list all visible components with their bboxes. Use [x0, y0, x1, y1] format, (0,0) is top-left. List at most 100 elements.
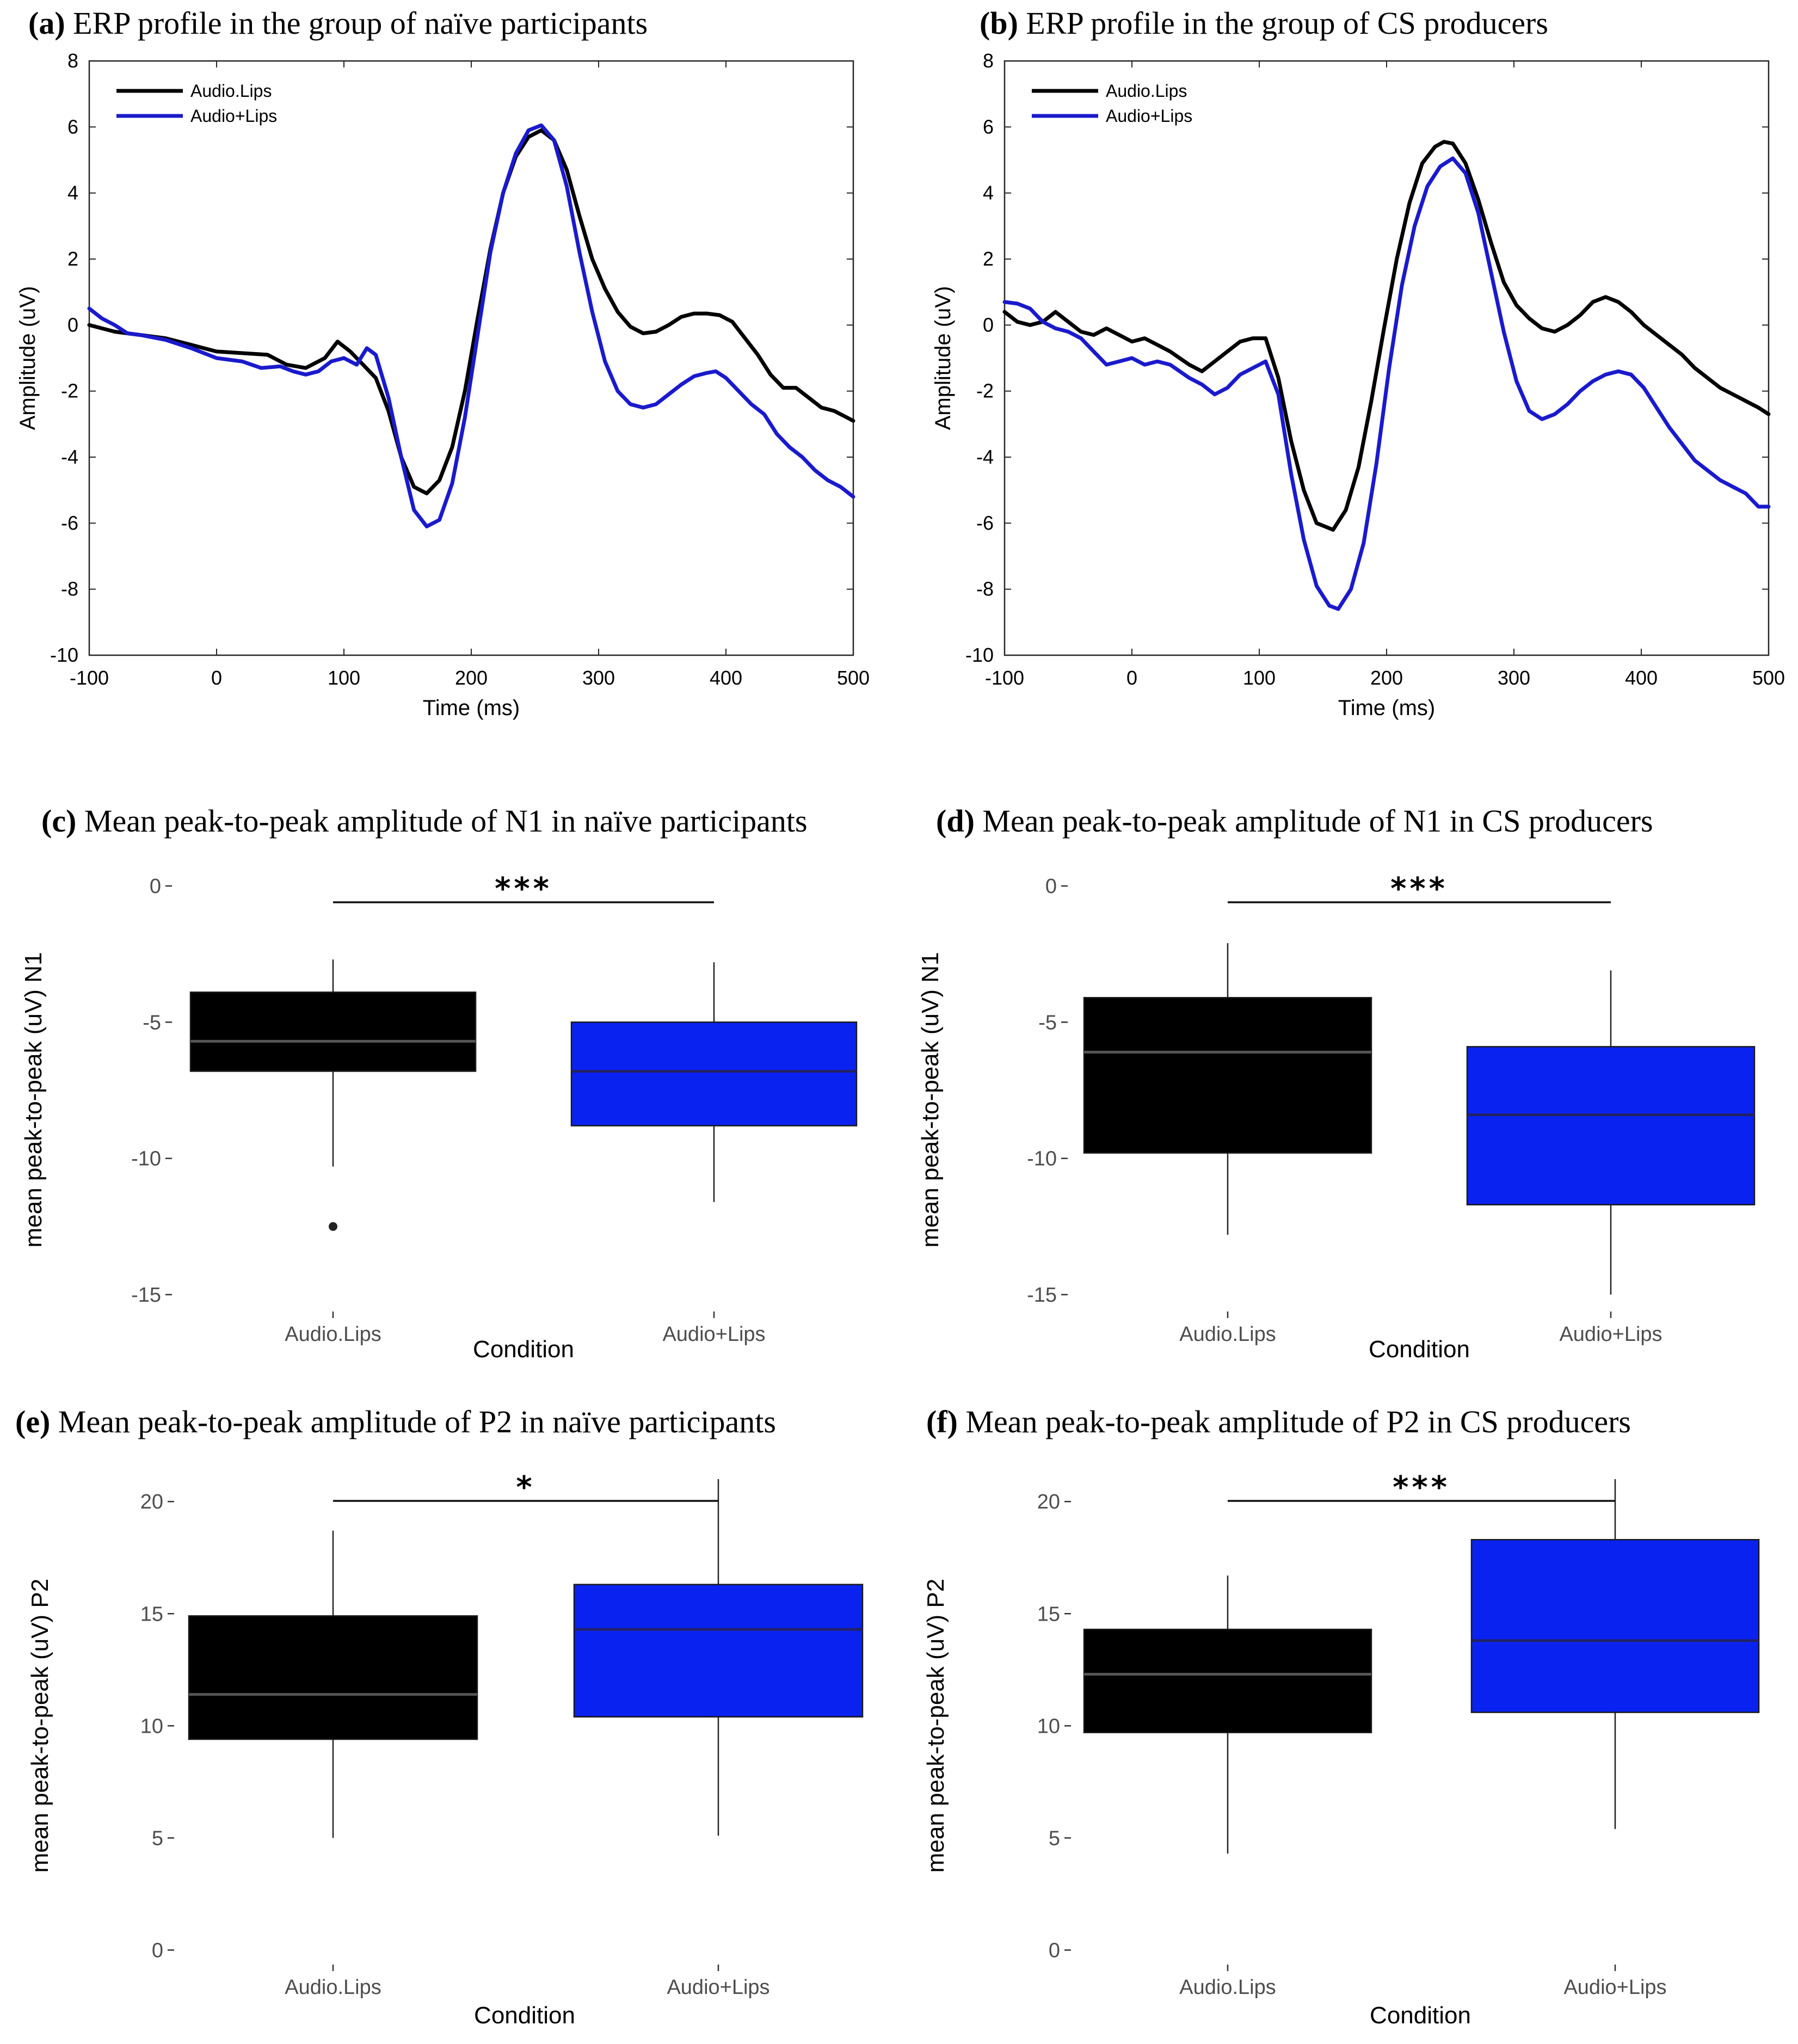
y-tick-label: -10	[1027, 1148, 1057, 1171]
x-axis-label: Condition	[473, 1336, 574, 1363]
x-tick-label: 300	[1498, 667, 1530, 689]
chart-title-b: (b) ERP profile in the group of CS produ…	[980, 5, 1548, 41]
y-tick-label: 2	[67, 248, 78, 270]
y-tick-label: 0	[150, 875, 161, 898]
x-tick-label: -100	[70, 667, 109, 689]
panel-label-c: (c)	[41, 803, 76, 839]
panel-title-text-a: ERP profile in the group of naïve partic…	[65, 5, 648, 41]
box-chart-e: 0 5 10 15 20 mean peak-to-peak (uV) P2 Audio.L…	[27, 1470, 864, 2029]
y-tick-label: -8	[61, 578, 78, 600]
y-tick-label: 0	[152, 1939, 163, 1962]
y-tick-label: 0	[1049, 1939, 1060, 1962]
x-tick-label: 400	[1625, 667, 1658, 689]
panel-title-text-b: ERP profile in the group of CS producers	[1018, 5, 1548, 41]
box-Audio+Lips	[573, 1584, 864, 1718]
y-tick-label: 10	[140, 1715, 163, 1738]
significance-stars: ***	[1393, 1470, 1450, 1505]
panel-title-text-e: Mean peak-to-peak amplitude of P2 in naï…	[50, 1404, 776, 1439]
y-tick-label: -4	[976, 446, 994, 468]
y-tick-label: -5	[143, 1011, 161, 1034]
x-tick-label: 0	[1126, 667, 1137, 689]
x-tick-label: 0	[211, 667, 222, 689]
box-Audio+Lips	[1470, 1539, 1760, 1713]
y-tick-label: 6	[67, 115, 78, 138]
x-tick-label: Audio+Lips	[1563, 1976, 1666, 1999]
x-tick-label: Audio.Lips	[285, 1976, 381, 1999]
y-axis-label: mean peak-to-peak (uV) N1	[917, 952, 944, 1248]
x-axis-label: Condition	[1369, 1336, 1470, 1363]
x-axis-label: Time (ms)	[423, 696, 520, 720]
legend-entry: Audio.Lips	[190, 81, 272, 101]
panel-label-d: (d)	[936, 803, 975, 839]
y-tick-label: 10	[1037, 1715, 1060, 1738]
box-Audio+Lips	[1466, 1046, 1756, 1206]
panel-label-e: (e)	[15, 1404, 50, 1439]
y-tick-label: -2	[976, 380, 994, 402]
y-tick-label: -15	[1027, 1284, 1057, 1307]
y-tick-label: 20	[1037, 1491, 1060, 1513]
series-line-Audio+Lips	[87, 123, 855, 528]
panel-title-text-f: Mean peak-to-peak amplitude of P2 in CS …	[958, 1404, 1631, 1439]
y-tick-label: -2	[61, 380, 78, 402]
legend-entry: Audio+Lips	[1106, 106, 1192, 126]
x-tick-label: 500	[837, 667, 870, 689]
y-tick-label: 6	[983, 115, 994, 138]
y-axis-label: mean peak-to-peak (uV) P2	[922, 1579, 949, 1873]
y-tick-label: -10	[965, 644, 994, 666]
box-Audio.Lips	[1083, 997, 1372, 1154]
y-tick-label: 4	[983, 182, 994, 204]
y-tick-label: -10	[131, 1148, 161, 1171]
series-line-Audio+Lips	[1002, 156, 1771, 611]
x-axis-label: Condition	[474, 2002, 575, 2029]
y-tick-label: 20	[140, 1491, 163, 1513]
y-tick-label: 8	[983, 50, 994, 72]
significance-stars: *	[516, 1470, 535, 1505]
line-chart-a: -100 0 100 200 300 400 500 -10 -8 -6 -4 -2 0 2 4 6 8 Time…	[16, 50, 870, 720]
panel-label-f: (f)	[926, 1404, 958, 1439]
x-tick-label: Audio+Lips	[667, 1976, 769, 1999]
y-tick-label: 15	[140, 1603, 163, 1626]
x-tick-label: 500	[1752, 667, 1785, 689]
line-chart-b: -100 0 100 200 300 400 500 -10 -8 -6 -4 -2 0 2 4 6 8 Time…	[931, 50, 1785, 720]
significance-stars: ***	[495, 871, 552, 907]
y-tick-label: -4	[61, 446, 78, 468]
x-tick-label: 300	[582, 667, 615, 689]
x-tick-label: Audio.Lips	[1179, 1976, 1276, 1999]
x-tick-label: Audio+Lips	[1559, 1323, 1662, 1346]
y-tick-label: -8	[976, 578, 994, 600]
box-Audio.Lips	[1083, 1628, 1372, 1733]
y-tick-label: -10	[50, 644, 78, 666]
chart-title-f: (f) Mean peak-to-peak amplitude of P2 in…	[926, 1404, 1631, 1439]
y-tick-label: 4	[67, 182, 78, 204]
x-axis-label: Time (ms)	[1338, 696, 1435, 720]
significance-stars: ***	[1390, 871, 1448, 907]
y-tick-label: -15	[131, 1284, 161, 1307]
y-tick-label: -6	[61, 512, 78, 534]
y-tick-label: 0	[1045, 875, 1057, 898]
panel-label-a: (a)	[28, 5, 65, 41]
chart-title-a: (a) ERP profile in the group of naïve pa…	[28, 5, 648, 41]
x-tick-label: 400	[710, 667, 742, 689]
y-tick-label: 8	[67, 50, 78, 72]
series-line-Audio.Lips	[1002, 140, 1771, 532]
box-chart-d: 0 -5 -10 -15 mean peak-to-peak (uV) N1 Audio.…	[917, 871, 1756, 1363]
panel-title-text-c: Mean peak-to-peak amplitude of N1 in naï…	[76, 803, 807, 839]
chart-title-d: (d) Mean peak-to-peak amplitude of N1 in…	[936, 803, 1653, 839]
x-tick-label: Audio.Lips	[1179, 1323, 1276, 1346]
box-Audio.Lips	[188, 1615, 478, 1740]
y-tick-label: -6	[976, 512, 994, 534]
box-Audio.Lips	[189, 992, 477, 1072]
y-tick-label: 0	[983, 313, 994, 336]
legend-entry: Audio.Lips	[1106, 81, 1187, 101]
x-tick-label: 100	[1243, 667, 1276, 689]
panel-label-b: (b)	[980, 5, 1018, 41]
x-tick-label: 100	[328, 667, 360, 689]
x-axis-label: Condition	[1370, 2002, 1471, 2029]
box-Audio+Lips	[570, 1021, 858, 1126]
y-tick-label: 0	[67, 313, 78, 336]
y-tick-label: 5	[152, 1827, 163, 1850]
box-chart-c: 0 -5 -10 -15 mean peak-to-peak (uV) N1 Audio.…	[20, 871, 858, 1363]
chart-title-e: (e) Mean peak-to-peak amplitude of P2 in…	[15, 1404, 776, 1439]
y-axis-label: mean peak-to-peak (uV) N1	[20, 952, 47, 1248]
